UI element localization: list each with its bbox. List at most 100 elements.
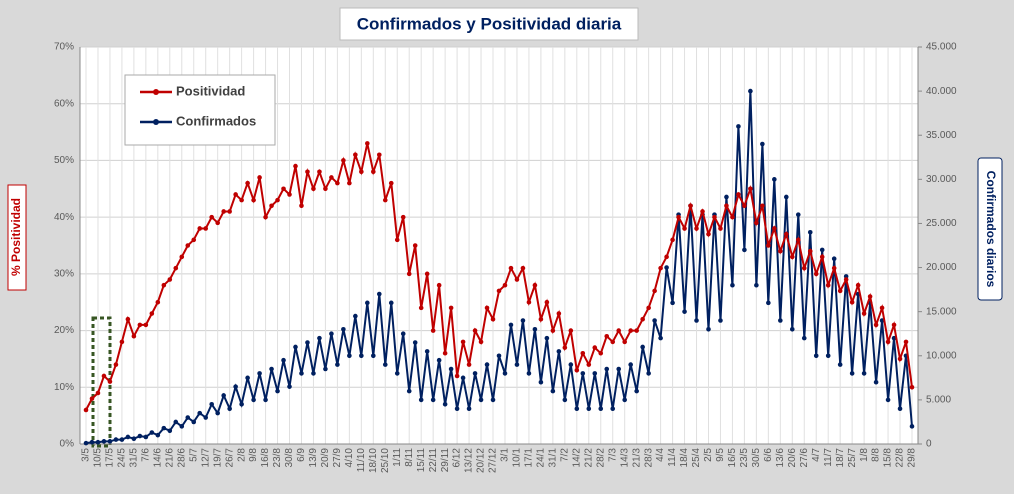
point [466, 406, 472, 412]
point [359, 169, 364, 175]
point [718, 226, 723, 231]
point [119, 339, 125, 345]
point [508, 322, 514, 328]
point [849, 371, 855, 376]
point [574, 367, 580, 373]
x-tick-label: 28/3 [643, 448, 654, 468]
point [526, 371, 532, 376]
point [837, 288, 843, 294]
x-tick-label: 4/7 [811, 448, 822, 462]
point [831, 256, 837, 262]
point [580, 371, 586, 376]
point [83, 440, 89, 446]
point [347, 180, 352, 186]
point [382, 197, 388, 203]
x-tick-label: 13/9 [308, 448, 319, 468]
point [682, 226, 687, 231]
point [724, 194, 729, 200]
point [550, 328, 556, 333]
point [556, 349, 562, 354]
point [646, 305, 651, 311]
point [263, 214, 268, 220]
point [442, 350, 448, 356]
y-tick-label: 50% [54, 155, 74, 166]
point [634, 328, 639, 333]
point [365, 141, 370, 146]
x-tick-label: 7/6 [140, 448, 151, 462]
x-tick-label: 6/9 [296, 448, 307, 462]
y2-tick-label: 40.000 [926, 86, 957, 97]
point [484, 305, 490, 311]
x-tick-label: 10/1 [512, 448, 523, 468]
point [251, 197, 256, 203]
x-tick-label: 27/6 [799, 448, 810, 468]
point [412, 340, 418, 345]
point [101, 439, 107, 444]
point [754, 282, 759, 288]
point [269, 366, 274, 372]
x-tick-label: 14/2 [571, 448, 582, 468]
point [400, 331, 406, 337]
point [89, 439, 95, 445]
x-tick-label: 11/4 [667, 448, 678, 467]
point [215, 410, 220, 416]
x-tick-label: 20/9 [320, 448, 331, 468]
x-tick-label: 8/11 [404, 448, 415, 467]
y2-tick-label: 10.000 [926, 350, 957, 361]
y-tick-label: 70% [54, 42, 74, 53]
x-tick-label: 27/9 [332, 448, 343, 468]
point [448, 305, 454, 311]
x-tick-label: 17/5 [105, 448, 116, 468]
point [101, 373, 107, 379]
point [209, 214, 214, 220]
y-tick-label: 30% [54, 268, 74, 279]
legend-marker [153, 89, 159, 95]
point [418, 305, 424, 311]
point [688, 203, 693, 209]
x-tick-label: 7/3 [607, 448, 618, 462]
point [855, 282, 861, 288]
point [736, 192, 741, 197]
point [323, 186, 328, 192]
point [664, 265, 669, 270]
point [89, 396, 95, 401]
point [185, 415, 191, 420]
y-tick-label: 10% [54, 382, 74, 393]
point [371, 169, 376, 175]
point [784, 231, 789, 237]
point [586, 362, 592, 367]
point [885, 397, 891, 403]
point [778, 248, 783, 254]
point [478, 397, 484, 403]
point [604, 333, 610, 339]
point [329, 175, 334, 180]
point [706, 327, 711, 332]
point [143, 322, 149, 328]
point [843, 274, 849, 279]
point [125, 316, 131, 322]
point [664, 254, 669, 260]
x-tick-label: 4/4 [655, 448, 666, 462]
point [700, 209, 705, 214]
point [323, 366, 328, 372]
x-tick-label: 24/5 [117, 448, 128, 468]
point [819, 254, 825, 260]
point [191, 419, 197, 425]
x-tick-label: 7/2 [559, 448, 570, 462]
point [113, 437, 119, 442]
x-tick-label: 13/12 [464, 448, 475, 473]
point [335, 180, 340, 186]
point [526, 299, 532, 305]
point [113, 362, 119, 367]
point [598, 406, 604, 412]
x-tick-label: 31/1 [548, 448, 559, 468]
x-tick-label: 1/8 [859, 448, 870, 462]
y-tick-label: 40% [54, 212, 74, 223]
legend [124, 74, 276, 146]
point [107, 439, 113, 444]
x-tick-label: 22/8 [895, 448, 906, 468]
point [807, 248, 813, 254]
point [472, 328, 478, 333]
point [365, 300, 370, 306]
point [269, 203, 274, 209]
